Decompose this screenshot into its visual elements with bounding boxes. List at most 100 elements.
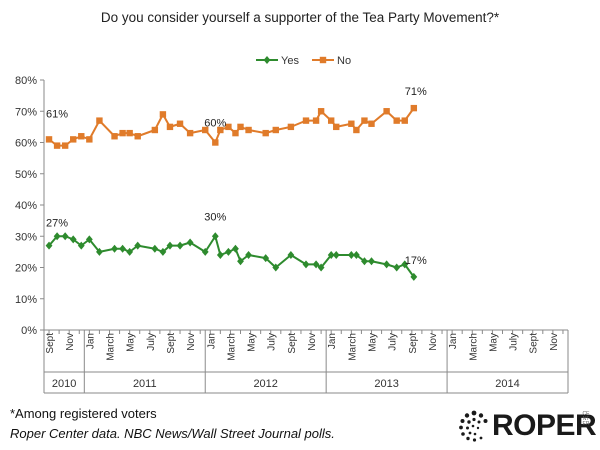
y-tick-label: 0% [21,325,37,337]
year-label: 2010 [52,378,76,390]
data-point-no [202,126,209,134]
data-point-no [217,126,224,134]
data-point-yes [166,241,174,250]
y-tick-label: 50% [15,169,37,181]
data-point-yes [201,247,209,256]
y-tick-label: 10% [15,294,37,306]
x-tick-label: Nov [65,333,76,351]
data-point-yes [361,257,368,266]
x-tick-label: Sept [45,333,56,354]
x-tick-label: Jan [85,333,96,349]
data-point-yes [211,232,219,241]
axes: 0% 10% 20% 30% 40% 50% 60% 70% 80% Sept Nov Jan Marc… [15,75,569,394]
x-tick-label: March [468,333,479,361]
data-point-yes [45,241,53,250]
footnote: *Among registered voters [10,406,157,421]
x-tick-label: July [267,333,278,351]
data-point-no [317,108,325,115]
data-point-yes [262,254,270,263]
x-tick-label: Nov [549,333,560,351]
x-tick-label: July [146,333,157,351]
data-point-yes [312,260,320,269]
legend-label: Yes [281,55,299,67]
data-label: 27% [46,218,68,230]
data-point-no [302,117,310,124]
y-tick-label: 40% [15,200,37,212]
data-point-yes [410,272,418,281]
data-point-yes [302,260,310,269]
data-point-no [237,123,244,131]
data-point-no [78,133,85,140]
data-label: 61% [46,108,68,120]
data-point-no [151,126,159,134]
data-point-no [272,126,279,134]
year-label: 2013 [374,378,398,390]
data-point-no [393,117,400,124]
data-point-no [176,120,184,127]
data-point-yes [69,235,77,244]
data-point-no [159,111,167,118]
data-point-no [312,117,320,124]
line-chart: 0% 10% 20% 30% 40% 50% 60% 70% 80% Sept Nov Jan Marc… [15,55,569,394]
data-point-no [225,123,232,131]
logo-subtext: CENTER [582,411,590,428]
x-tick-label: Nov [428,333,439,351]
data-point-no [262,129,269,137]
year-label: 2014 [495,378,519,390]
data-point-no [111,133,118,140]
data-point-yes [225,247,232,256]
data-label: 60% [204,118,226,130]
data-point-yes [237,257,244,266]
data-point-no [361,117,368,124]
data-point-yes [53,232,61,241]
data-point-yes [347,251,355,259]
data-point-no [53,142,61,149]
legend-marker [263,56,271,64]
data-point-yes [383,260,391,269]
data-point-no [353,126,360,134]
x-tick-label: Sept [408,333,419,354]
data-point-no [212,139,219,146]
x-tick-label: May [247,333,258,352]
data-point-yes [111,244,118,253]
data-point-no [401,117,408,124]
year-label: 2011 [133,378,157,390]
x-tick-label: March [226,333,237,361]
data-point-no [348,120,355,127]
data-point-no [232,129,239,137]
data-point-yes [287,251,295,259]
data-point-yes [272,263,280,272]
logo-wordmark: ROPER [492,409,597,442]
x-tick-label: Sept [529,333,540,354]
legend-label: No [337,55,351,67]
data-point-no [333,123,340,131]
x-tick-label: Sept [166,333,177,354]
data-point-yes [61,232,69,241]
x-tick-label: May [488,333,499,352]
data-point-no [96,117,103,124]
data-point-no [383,108,390,115]
y-tick-label: 20% [15,263,37,275]
source-note: Roper Center data. NBC News/Wall Street … [10,426,335,441]
data-point-no [119,129,126,137]
data-point-yes [393,263,401,272]
data-point-no [126,129,133,137]
data-point-no [86,136,93,143]
data-point-no [327,117,335,124]
data-point-yes [96,247,103,256]
data-point-no [134,133,141,140]
data-point-yes [327,251,335,259]
legend: Yes No [256,55,351,67]
data-point-yes [216,251,224,259]
data-point-yes [332,251,340,259]
data-point-no [287,123,295,131]
y-tick-label: 60% [15,138,37,150]
data-label: 30% [204,211,226,223]
data-labels: 61% 60% 71% 27% 30% 17% [46,86,427,267]
data-point-yes [126,247,134,256]
y-tick-label: 70% [15,106,37,118]
y-tick-label: 30% [15,231,37,243]
x-tick-label: July [509,333,520,351]
data-point-no [410,104,418,112]
data-point-yes [85,235,93,244]
